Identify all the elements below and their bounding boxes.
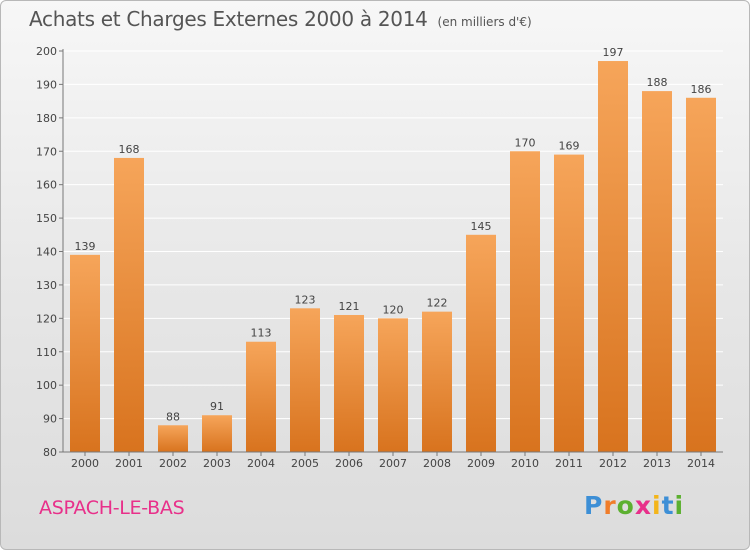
y-tick-label: 90 <box>43 413 57 426</box>
y-tick-label: 120 <box>36 312 57 325</box>
value-label: 122 <box>427 297 448 310</box>
logo-letter: i <box>652 491 662 520</box>
bars: 139 168 88 91 113 123 121 120 122 145 170 169 197 188… <box>70 46 716 453</box>
x-tick-label: 2001 <box>115 457 143 470</box>
value-label: 188 <box>647 76 668 89</box>
bar-2002 <box>158 425 188 452</box>
x-tick-label: 2006 <box>335 457 363 470</box>
x-tick-label: 2012 <box>599 457 627 470</box>
value-label: 91 <box>210 400 224 413</box>
value-label: 88 <box>166 410 180 423</box>
x-tick-label: 2002 <box>159 457 187 470</box>
y-tick-label: 110 <box>36 346 57 359</box>
bar-2007 <box>378 318 408 452</box>
y-tick-label: 160 <box>36 179 57 192</box>
x-tick-label: 2004 <box>247 457 275 470</box>
value-label: 139 <box>75 240 96 253</box>
bar-2009 <box>466 234 496 452</box>
y-tick-label: 80 <box>43 446 57 459</box>
x-tick-label: 2007 <box>379 457 407 470</box>
x-tick-label: 2013 <box>643 457 671 470</box>
x-tick-label: 2010 <box>511 457 539 470</box>
bar-2000 <box>70 254 100 452</box>
bar-2013 <box>642 91 672 452</box>
value-label: 113 <box>251 327 272 340</box>
x-tick-label: 2014 <box>687 457 715 470</box>
chart-title-block: Achats et Charges Externes 2000 à 2014 (e… <box>29 7 532 31</box>
x-tick-label: 2008 <box>423 457 451 470</box>
y-tick-label: 140 <box>36 246 57 259</box>
y-tick-label: 130 <box>36 279 57 292</box>
chart-unit: (en milliers d'€) <box>437 15 532 29</box>
y-tick-label: 170 <box>36 145 57 158</box>
logo-letter: t <box>661 491 675 520</box>
axes: 80 90 100 110 120 130 140 150 160 170 180 190 200 200… <box>36 45 723 470</box>
logo-letter: P <box>584 491 604 520</box>
value-label: 123 <box>295 293 316 306</box>
bar-2005 <box>290 308 320 452</box>
logo-letter: i <box>674 491 685 520</box>
x-tick-label: 2000 <box>71 457 99 470</box>
bar-2012 <box>598 61 628 453</box>
value-label: 120 <box>383 303 404 316</box>
bar-2011 <box>554 154 584 452</box>
value-label: 197 <box>603 46 624 59</box>
proxiti-logo: Proxiti <box>584 491 684 520</box>
value-label: 168 <box>119 143 140 156</box>
value-label: 121 <box>339 300 360 313</box>
y-tick-label: 100 <box>36 379 57 392</box>
y-tick-label: 200 <box>36 45 57 58</box>
bar-2003 <box>202 415 232 452</box>
x-tick-label: 2011 <box>555 457 583 470</box>
bar-2006 <box>334 314 364 452</box>
logo-letter: x <box>634 491 652 520</box>
value-label: 169 <box>559 140 580 153</box>
bar-2010 <box>510 151 540 452</box>
logo-letter: r <box>603 491 617 520</box>
bar-2008 <box>422 311 452 452</box>
bar-2004 <box>246 341 276 452</box>
x-tick-label: 2005 <box>291 457 319 470</box>
bar-2001 <box>114 157 144 452</box>
value-label: 186 <box>691 83 712 96</box>
x-tick-label: 2003 <box>203 457 231 470</box>
value-label: 145 <box>471 220 492 233</box>
x-tick-label: 2009 <box>467 457 495 470</box>
logo-letter: o <box>616 491 635 520</box>
y-tick-label: 190 <box>36 78 57 91</box>
y-tick-label: 180 <box>36 112 57 125</box>
chart-title: Achats et Charges Externes 2000 à 2014 <box>29 7 428 31</box>
value-label: 170 <box>515 136 536 149</box>
commune-name: ASPACH-LE-BAS <box>39 497 185 519</box>
y-tick-label: 150 <box>36 212 57 225</box>
bar-2014 <box>686 97 716 453</box>
